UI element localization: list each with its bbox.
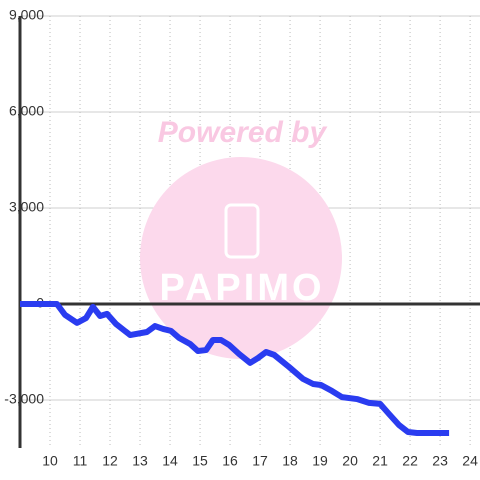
x-tick-label: 11 <box>73 453 88 469</box>
x-tick-label: 20 <box>342 453 358 469</box>
y-tick-label: 6,000 <box>9 103 44 119</box>
x-tick-label: 17 <box>252 453 268 469</box>
x-tick-label: 13 <box>132 453 148 469</box>
watermark: Powered by PAPIMO <box>140 116 342 359</box>
x-tick-label: 22 <box>402 453 418 469</box>
x-tick-label: 18 <box>282 453 298 469</box>
x-tick-label: 12 <box>102 453 118 469</box>
x-tick-label: 15 <box>192 453 208 469</box>
x-tick-label: 10 <box>42 453 58 469</box>
x-tick-label: 19 <box>312 453 328 469</box>
watermark-text: Powered by <box>158 116 328 149</box>
x-tick-label: 23 <box>432 453 448 469</box>
line <box>20 301 450 436</box>
x-tick-label: 14 <box>162 453 178 469</box>
x-tick-label: 24 <box>462 453 478 469</box>
y-tick-label: 9,000 <box>9 7 44 23</box>
watermark-icon <box>224 203 260 259</box>
x-tick-label: 21 <box>372 453 388 469</box>
y-tick-label: 3,000 <box>9 199 44 215</box>
x-tick-label: 16 <box>222 453 238 469</box>
watermark-text: PAPIMO <box>159 267 324 309</box>
y-tick-label: -3,000 <box>4 391 44 407</box>
